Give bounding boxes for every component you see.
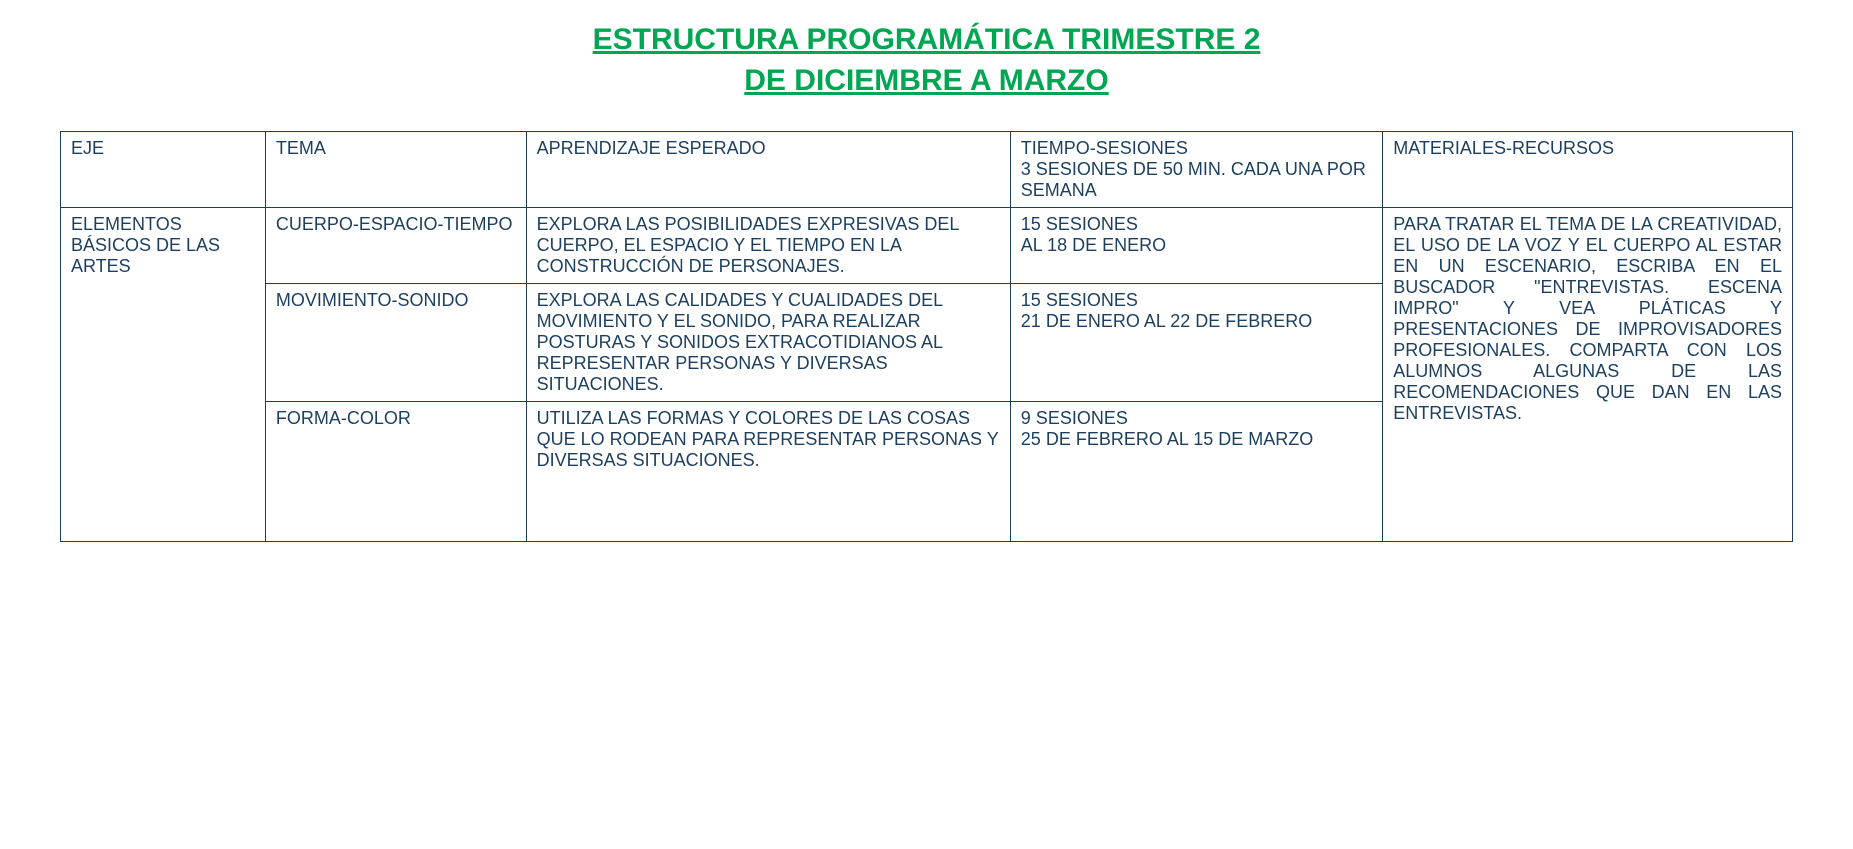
title-line-2: DE DICIEMBRE A MARZO	[60, 61, 1793, 102]
cell-tiempo-line2: 21 DE ENERO AL 22 DE FEBRERO	[1021, 311, 1312, 331]
cell-tiempo: 9 SESIONES 25 DE FEBRERO AL 15 DE MARZO	[1010, 402, 1382, 542]
title-line-1: ESTRUCTURA PROGRAMÁTICA TRIMESTRE 2	[60, 20, 1793, 61]
cell-aprendizaje: EXPLORA LAS POSIBILIDADES EXPRESIVAS DEL…	[526, 208, 1010, 284]
curriculum-table: EJE TEMA APRENDIZAJE ESPERADO TIEMPO-SES…	[60, 131, 1793, 542]
cell-tiempo: 15 SESIONES 21 DE ENERO AL 22 DE FEBRERO	[1010, 284, 1382, 402]
cell-tema: MOVIMIENTO-SONIDO	[265, 284, 526, 402]
cell-tiempo-line1: 15 SESIONES	[1021, 214, 1138, 234]
header-materiales: MATERIALES-RECURSOS	[1383, 132, 1793, 208]
cell-aprendizaje: EXPLORA LAS CALIDADES Y CUALIDADES DEL M…	[526, 284, 1010, 402]
header-aprendizaje: APRENDIZAJE ESPERADO	[526, 132, 1010, 208]
header-tiempo: TIEMPO-SESIONES 3 SESIONES DE 50 MIN. CA…	[1010, 132, 1382, 208]
cell-tema: CUERPO-ESPACIO-TIEMPO	[265, 208, 526, 284]
cell-aprendizaje: UTILIZA LAS FORMAS Y COLORES DE LAS COSA…	[526, 402, 1010, 542]
header-eje: EJE	[61, 132, 266, 208]
header-tiempo-line1: TIEMPO-SESIONES	[1021, 138, 1188, 158]
cell-materiales: PARA TRATAR EL TEMA DE LA CREATIVIDAD, E…	[1383, 208, 1793, 542]
cell-tiempo-line1: 9 SESIONES	[1021, 408, 1128, 428]
cell-tiempo-line2: 25 DE FEBRERO AL 15 DE MARZO	[1021, 429, 1313, 449]
cell-tiempo: 15 SESIONES AL 18 DE ENERO	[1010, 208, 1382, 284]
table-header-row: EJE TEMA APRENDIZAJE ESPERADO TIEMPO-SES…	[61, 132, 1793, 208]
header-tema: TEMA	[265, 132, 526, 208]
cell-tema: FORMA-COLOR	[265, 402, 526, 542]
cell-eje: ELEMENTOS BÁSICOS DE LAS ARTES	[61, 208, 266, 542]
table-row: ELEMENTOS BÁSICOS DE LAS ARTES CUERPO-ES…	[61, 208, 1793, 284]
header-tiempo-line2: 3 SESIONES DE 50 MIN. CADA UNA POR SEMAN…	[1021, 159, 1366, 200]
cell-tiempo-line2: AL 18 DE ENERO	[1021, 235, 1166, 255]
page-title: ESTRUCTURA PROGRAMÁTICA TRIMESTRE 2 DE D…	[60, 20, 1793, 101]
cell-tiempo-line1: 15 SESIONES	[1021, 290, 1138, 310]
